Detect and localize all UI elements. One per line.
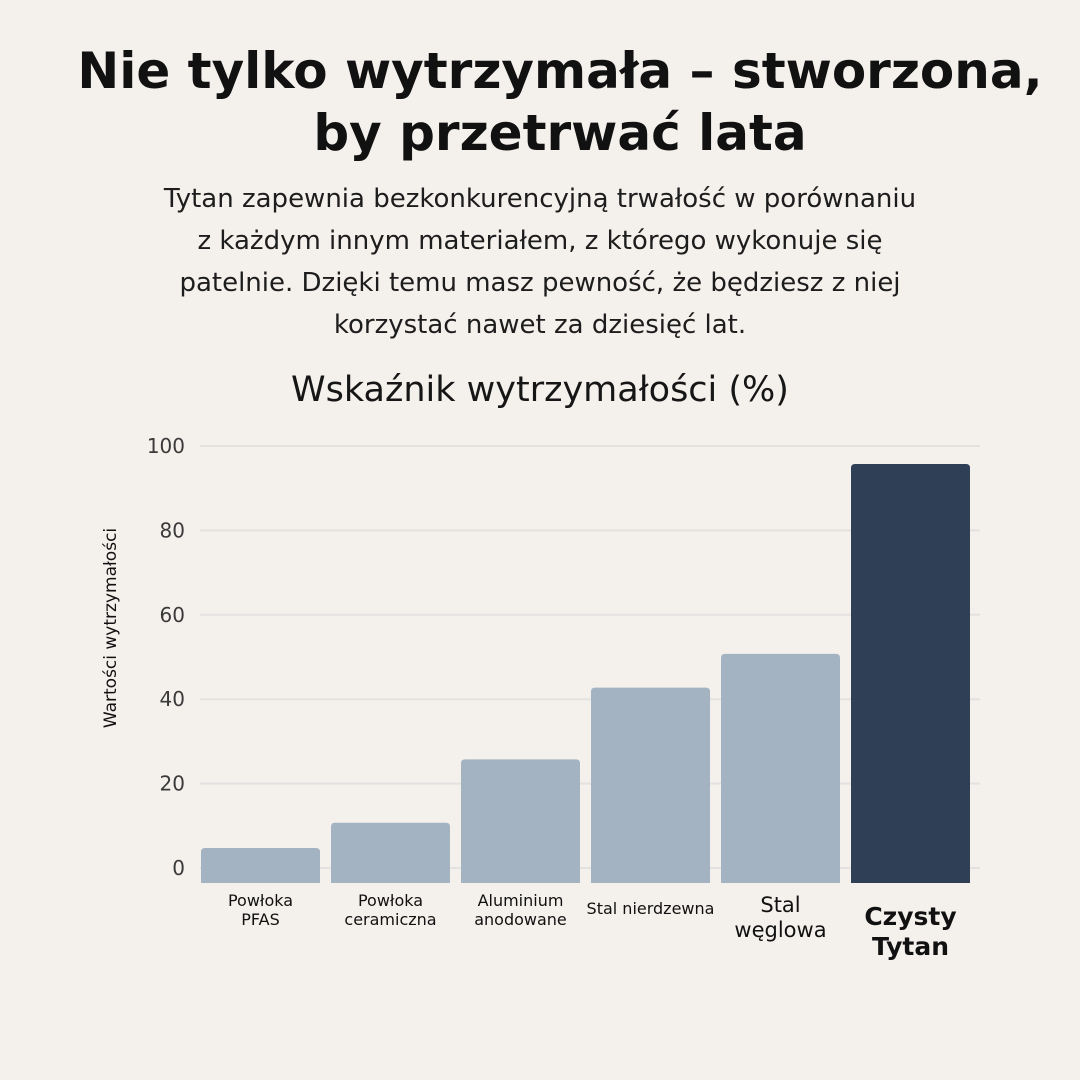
bar (461, 759, 580, 883)
x-tick-label: ceramiczna (344, 910, 436, 929)
description-line: z każdym innym materiałem, z którego wyk… (197, 226, 883, 256)
bar (201, 848, 320, 883)
bar (591, 687, 710, 883)
x-tick-label: węglowa (734, 918, 826, 942)
x-tick-label: Powłoka (228, 891, 293, 910)
bar (851, 464, 970, 883)
description-line: Tytan zapewnia bezkonkurencyjną trwałość… (163, 184, 917, 214)
chart-title: Wskaźnik wytrzymałości (%) (291, 370, 789, 410)
bar (331, 822, 450, 883)
y-tick-label: 0 (172, 856, 185, 880)
x-tick-label: Tytan (872, 932, 949, 961)
x-tick-label: Czysty (864, 902, 956, 931)
x-tick-label: anodowane (474, 910, 567, 929)
y-tick-label: 100 (147, 434, 185, 458)
page-title: Nie tylko wytrzymała – stworzona, by prz… (77, 42, 1043, 162)
description-line: korzystać nawet za dziesięć lat. (333, 310, 747, 340)
y-tick-label: 60 (160, 603, 185, 627)
x-tick-label: Powłoka (358, 891, 423, 910)
description: Tytan zapewnia bezkonkurencyjną trwałość… (0, 178, 1080, 346)
x-tick-label: Stal nierdzewna (587, 899, 715, 918)
y-tick-label: 20 (160, 772, 185, 796)
description-line: patelnie. Dzięki temu masz pewność, że b… (179, 268, 901, 298)
y-tick-label: 80 (160, 518, 185, 542)
x-tick-label: Aluminium (478, 891, 564, 910)
bar (721, 653, 840, 883)
x-tick-label: Stal (760, 893, 800, 917)
y-axis-label: Wartości wytrzymałości (101, 528, 121, 728)
x-tick-label: PFAS (241, 910, 279, 929)
y-tick-label: 40 (160, 687, 185, 711)
